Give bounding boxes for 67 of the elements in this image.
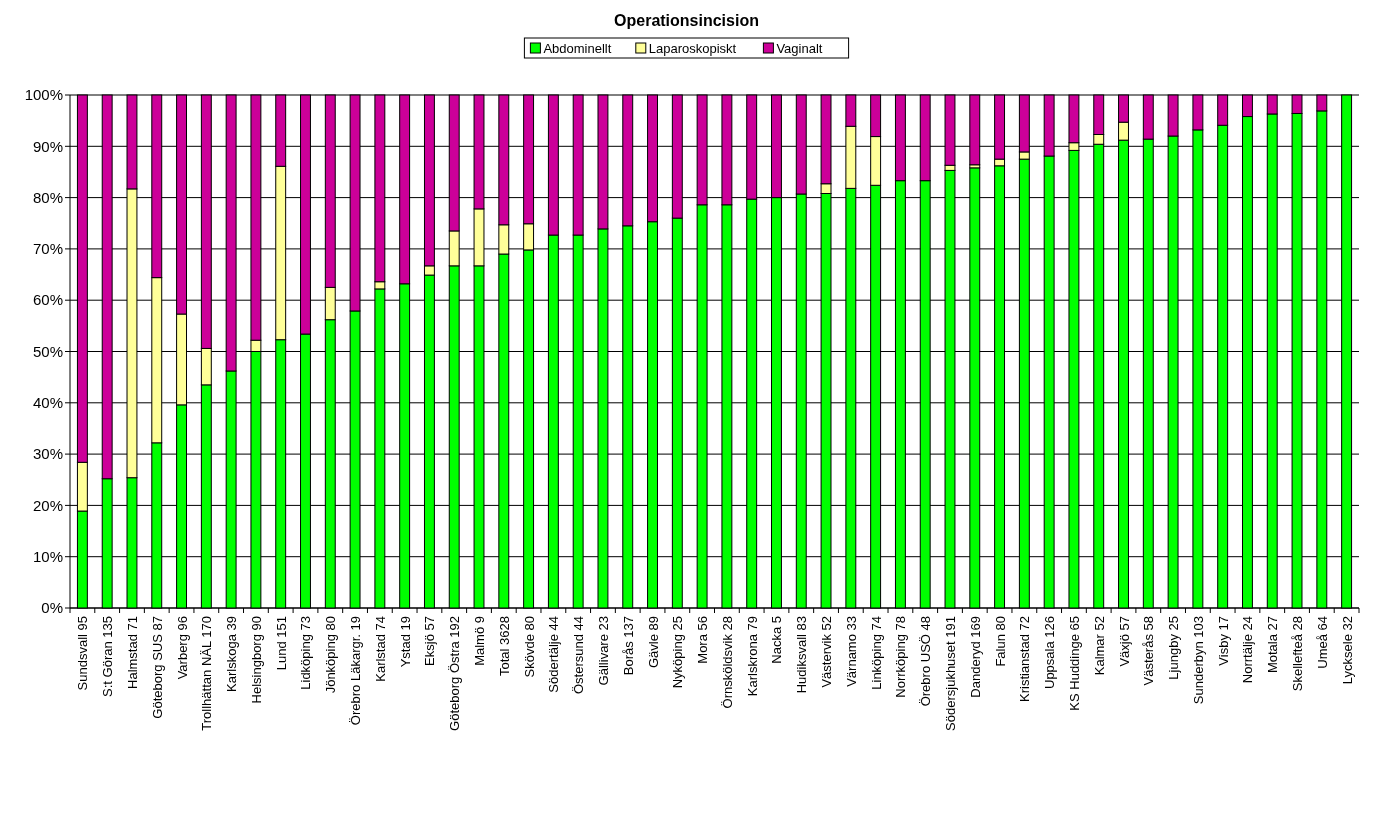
x-tick-label: Norrköping 78 [893,616,909,698]
x-tick-label: Eksjö 57 [422,616,438,666]
x-tick-label: Halmstad 71 [124,616,140,689]
x-tick-label: Hudiksvall 83 [794,616,810,694]
x-tick-label: Trollhättan NÄL 170 [199,616,215,731]
legend-label: Laparoskopiskt [648,41,737,56]
y-tick-label: 10% [32,547,63,565]
x-tick-label: Södersjukhuset 191 [942,616,958,731]
x-tick-label: Motala 27 [1265,616,1281,674]
x-tick-label: Lidköping 73 [298,616,314,690]
x-tick-label: Kalmar 52 [1091,616,1107,676]
x-tick-label: Uppsala 126 [1042,616,1058,689]
y-tick-label: 0% [41,599,63,617]
x-tick-label: Göteborg Östra 192 [447,616,463,731]
x-tick-label: Umeå 64 [1314,616,1330,669]
y-tick-label: 70% [32,240,63,258]
x-tick-label: Göteborg SUS 87 [149,616,165,719]
x-tick-label: Jönköping 80 [323,616,339,694]
y-tick-label: 60% [32,291,63,309]
legend-label: Abdominellt [543,41,612,56]
x-tick-label: Varberg 96 [174,616,190,680]
x-tick-label: Västervik 52 [819,616,835,688]
x-tick-label: Skövde 80 [521,616,537,678]
x-tick-label: Nacka 5 [769,616,785,664]
x-tick-label: Ystad 19 [397,616,413,668]
x-tick-label: Östersund 44 [571,616,587,695]
y-tick-label: 30% [32,445,63,463]
y-tick-label: 90% [32,137,63,155]
x-tick-label: Helsingborg 90 [248,616,264,704]
x-tick-label: Karlskoga 39 [224,616,240,692]
x-tick-label: Örebro USÖ 48 [918,616,934,707]
x-tick-label: Sundsvall 95 [75,616,91,691]
x-tick-label: Kristianstad 72 [1017,616,1033,702]
x-tick-label: Total 3628 [496,616,512,676]
x-tick-label: Örnsköldsvik 28 [719,616,735,709]
x-tick-label: Lycksele 32 [1339,616,1355,685]
x-tick-label: Gällivare 23 [595,616,611,686]
x-tick-label: Lund 151 [273,616,289,671]
x-tick-label: Sunderbyn 103 [1190,616,1206,705]
y-tick-label: 20% [32,496,63,514]
x-tick-label: Värnamo 33 [843,616,859,687]
x-tick-label: Malmö 9 [472,616,488,666]
x-tick-label: Södertälje 44 [546,616,562,693]
x-tick-label: Danderyd 169 [967,616,983,698]
x-tick-label: Nyköping 25 [670,616,686,689]
legend-label: Vaginalt [776,41,823,56]
y-tick-label: 80% [32,188,63,206]
x-tick-label: S:t Göran 135 [100,616,116,697]
x-tick-label: Växjö 57 [1116,616,1132,667]
x-tick-label: Karlstad 74 [372,616,388,682]
y-tick-label: 100% [24,86,63,104]
x-tick-label: Gävle 89 [645,616,661,669]
x-tick-label: Västerås 58 [1141,616,1157,686]
x-tick-label: Visby 17 [1215,616,1231,666]
x-tick-label: Ljungby 25 [1166,616,1182,680]
x-tick-label: Mora 56 [695,616,711,664]
x-tick-label: Linköping 74 [868,616,884,690]
x-tick-label: Borås 137 [620,616,636,676]
x-tick-label: Karlskrona 79 [744,616,760,697]
y-tick-label: 50% [32,342,63,360]
x-tick-label: Norrtälje 24 [1240,616,1256,684]
chart-title: Operationsincision [614,12,759,29]
x-tick-label: Skellefteå 28 [1290,616,1306,692]
y-tick-label: 40% [32,394,63,412]
x-tick-label: Falun 80 [992,616,1008,667]
x-tick-label: Örebro Läkargr. 19 [348,616,364,726]
x-tick-label: KS Huddinge 65 [1066,616,1082,711]
